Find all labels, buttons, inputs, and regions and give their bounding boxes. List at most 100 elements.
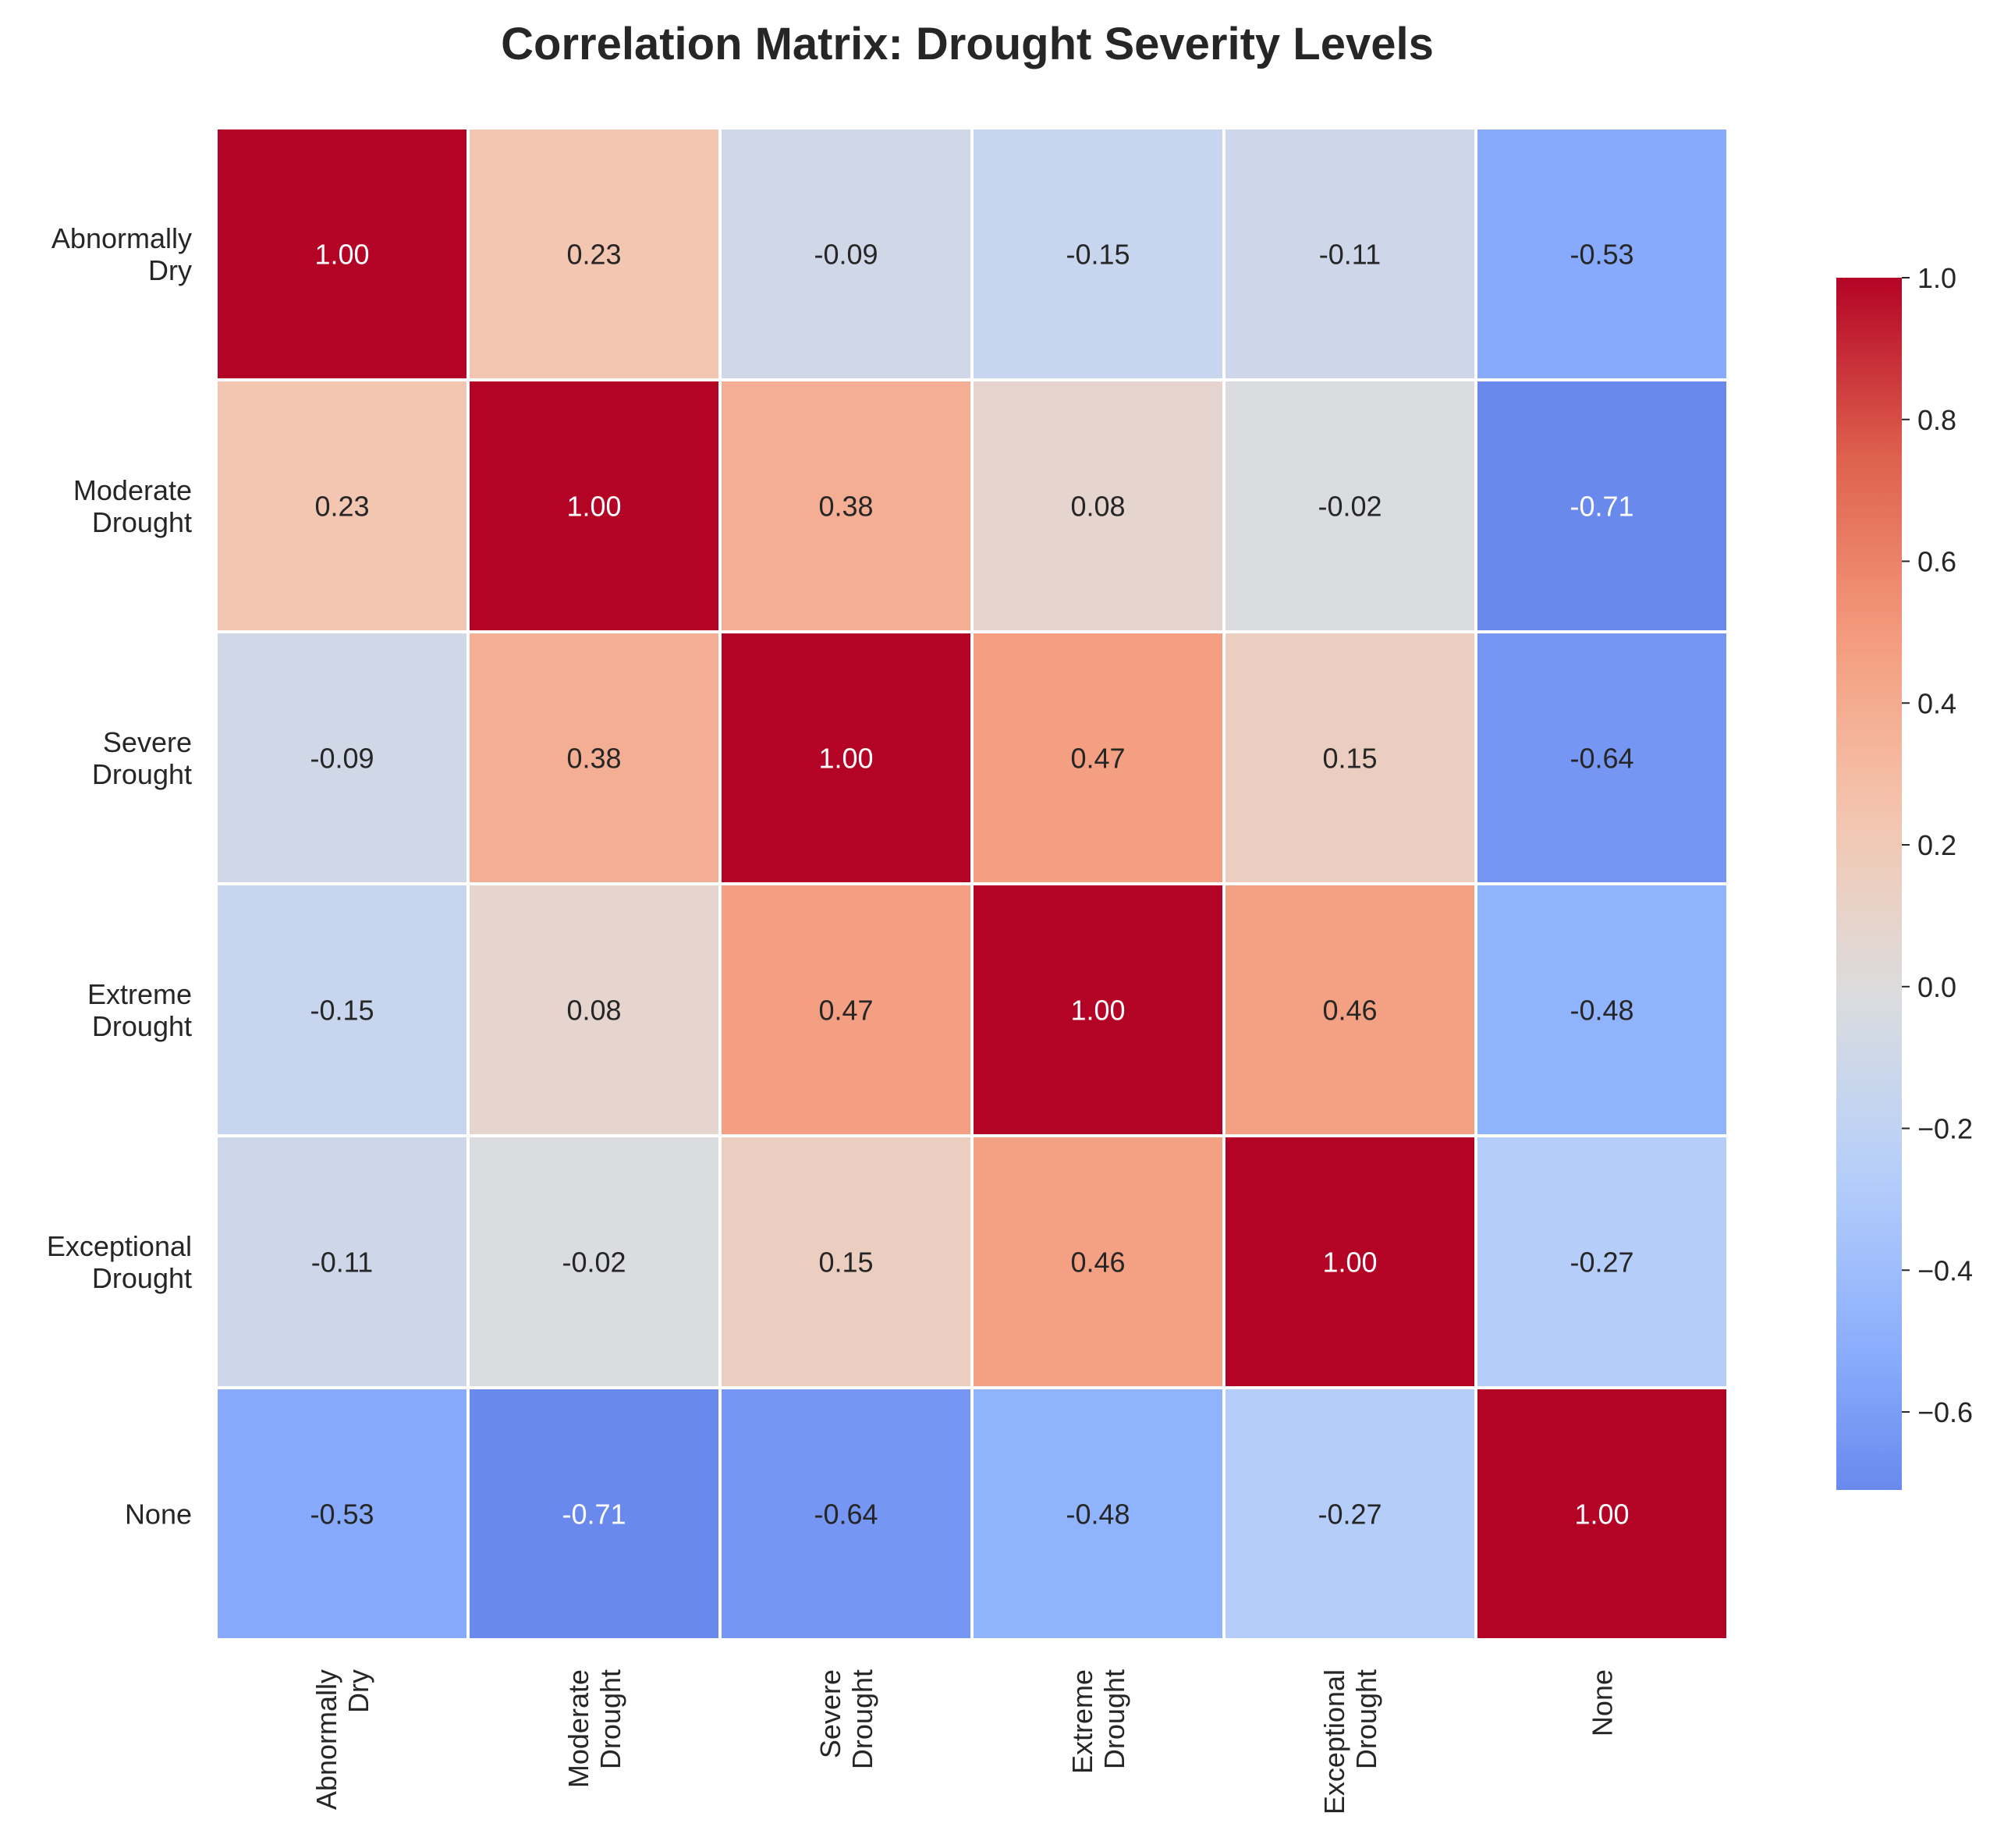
colorbar-tick-label: 0.2: [1917, 829, 1956, 861]
colorbar-tick-label: 0.6: [1917, 546, 1956, 578]
chart-title: Correlation Matrix: Drought Severity Lev…: [501, 19, 1434, 69]
cell-value-label: 1.00: [1322, 1247, 1377, 1279]
heatmap-cell: [722, 1389, 970, 1638]
cell-value-label: 0.15: [1322, 743, 1377, 775]
heatmap-cell: [470, 1137, 718, 1386]
cell-value-label: 0.38: [818, 491, 873, 523]
heatmap-cell: [470, 129, 718, 378]
x-tick-label: SevereDrought: [814, 1669, 878, 1769]
heatmap-cell: [218, 633, 466, 882]
svg-text:None: None: [1587, 1669, 1619, 1736]
heatmap-cells: [218, 129, 1726, 1638]
colorbar-tick-label: −0.6: [1917, 1396, 1973, 1428]
colorbar-tick-label: −0.2: [1917, 1113, 1973, 1145]
heatmap-cell: [1477, 1137, 1726, 1386]
y-tick-label: Abnormally Dry: [51, 222, 192, 286]
svg-text:ExceptionalDrought: ExceptionalDrought: [1318, 1669, 1382, 1814]
cell-value-label: 1.00: [818, 743, 873, 775]
cell-value-label: 1.00: [566, 491, 621, 523]
heatmap-cell: [1477, 129, 1726, 378]
heatmap-cell: [470, 633, 718, 882]
y-tick-label: Exceptional Drought: [47, 1230, 192, 1294]
y-tick-label: None: [125, 1499, 192, 1531]
cell-value-label: 0.08: [1070, 491, 1125, 523]
heatmap-cell: [1477, 885, 1726, 1134]
cell-value-label: -0.53: [310, 1499, 374, 1531]
cell-value-label: 0.47: [1070, 743, 1125, 775]
y-tick-label: Moderate Drought: [73, 474, 192, 538]
cell-value-label: -0.15: [1066, 239, 1130, 271]
cell-value-label: -0.09: [814, 239, 878, 271]
heatmap-cell: [218, 1137, 466, 1386]
x-tick-labels: AbnormallyDry ModerateDrought SevereDrough…: [310, 1669, 1619, 1814]
heatmap-cell: [218, 129, 466, 378]
cell-value-label: 1.00: [1070, 995, 1125, 1027]
heatmap-cell: [1226, 381, 1474, 630]
colorbar-tick-label: 0.0: [1917, 971, 1956, 1003]
y-tick-label: Severe Drought: [92, 726, 192, 790]
heatmap-cell: [1226, 633, 1474, 882]
cell-value-label: 0.23: [566, 239, 621, 271]
y-tick-label: Extreme Drought: [87, 978, 192, 1042]
colorbar-tick-label: 0.4: [1917, 687, 1956, 719]
colorbar: −0.6 −0.4 −0.2 0.0 0.2 0.4 0.6 0.8 1.0: [1836, 262, 1973, 1490]
cell-value-label: -0.71: [562, 1499, 626, 1531]
cell-value-label: -0.64: [814, 1499, 878, 1531]
x-tick-label: ExtremeDrought: [1066, 1669, 1130, 1774]
cell-value-label: -0.48: [1570, 995, 1633, 1027]
x-tick-label: AbnormallyDry: [310, 1669, 374, 1810]
colorbar-tick-label: −0.4: [1917, 1254, 1973, 1286]
heatmap-cell: [1477, 1389, 1726, 1638]
svg-text:ModerateDrought: ModerateDrought: [562, 1669, 626, 1788]
heatmap-cell: [974, 129, 1222, 378]
cell-value-label: -0.71: [1570, 491, 1633, 523]
cell-value-label: -0.27: [1570, 1247, 1633, 1279]
cell-value-label: 0.47: [818, 995, 873, 1027]
heatmap-cell: [974, 1137, 1222, 1386]
heatmap-cell: [1226, 129, 1474, 378]
x-tick-label: ModerateDrought: [562, 1669, 626, 1788]
cell-value-label: -0.53: [1570, 239, 1633, 271]
heatmap-cell: [218, 1389, 466, 1638]
heatmap-cell: [722, 633, 970, 882]
heatmap-cell: [974, 1389, 1222, 1638]
heatmap-cell: [1477, 633, 1726, 882]
cell-value-label: 0.46: [1322, 995, 1377, 1027]
heatmap-cell: [470, 1389, 718, 1638]
svg-text:SevereDrought: SevereDrought: [814, 1669, 878, 1769]
heatmap-cell: [470, 381, 718, 630]
cell-value-label: 0.46: [1070, 1247, 1125, 1279]
svg-text:AbnormallyDry: AbnormallyDry: [310, 1669, 374, 1810]
cell-value-label: 0.38: [566, 743, 621, 775]
heatmap-cell: [1226, 1137, 1474, 1386]
cell-value-label: -0.02: [562, 1247, 626, 1279]
heatmap-cell: [218, 885, 466, 1134]
x-tick-label: ExceptionalDrought: [1318, 1669, 1382, 1814]
cell-value-label: -0.48: [1066, 1499, 1130, 1531]
colorbar-tick-label: 1.0: [1917, 262, 1956, 294]
heatmap-cell: [470, 885, 718, 1134]
heatmap-cell: [1226, 885, 1474, 1134]
heatmap-cell: [722, 1137, 970, 1386]
heatmap-cell: [218, 381, 466, 630]
cell-value-label: -0.64: [1570, 743, 1633, 775]
heatmap-cell: [1477, 381, 1726, 630]
svg-text:ExtremeDrought: ExtremeDrought: [1066, 1669, 1130, 1774]
heatmap-cell: [722, 129, 970, 378]
heatmap-cell: [974, 381, 1222, 630]
cell-value-label: -0.09: [310, 743, 374, 775]
heatmap-cell: [722, 885, 970, 1134]
heatmap-cell-labels: 1.00 0.23 -0.09 -0.15 -0.11 -0.53 0.23 1.00 0.38…: [310, 239, 1633, 1531]
y-tick-labels: Abnormally Dry Moderate Drought Severe Drough…: [47, 222, 192, 1531]
cell-value-label: -0.02: [1318, 491, 1382, 523]
cell-value-label: 0.08: [566, 995, 621, 1027]
cell-value-label: 1.00: [1574, 1499, 1629, 1531]
x-tick-label: None: [1587, 1669, 1619, 1736]
heatmap-cell: [1226, 1389, 1474, 1638]
heatmap-cell: [974, 633, 1222, 882]
colorbar-tick-label: 0.8: [1917, 404, 1956, 436]
heatmap-cell: [974, 885, 1222, 1134]
cell-value-label: 0.23: [314, 491, 369, 523]
cell-value-label: -0.11: [311, 1247, 373, 1279]
cell-value-label: -0.11: [1319, 239, 1381, 271]
